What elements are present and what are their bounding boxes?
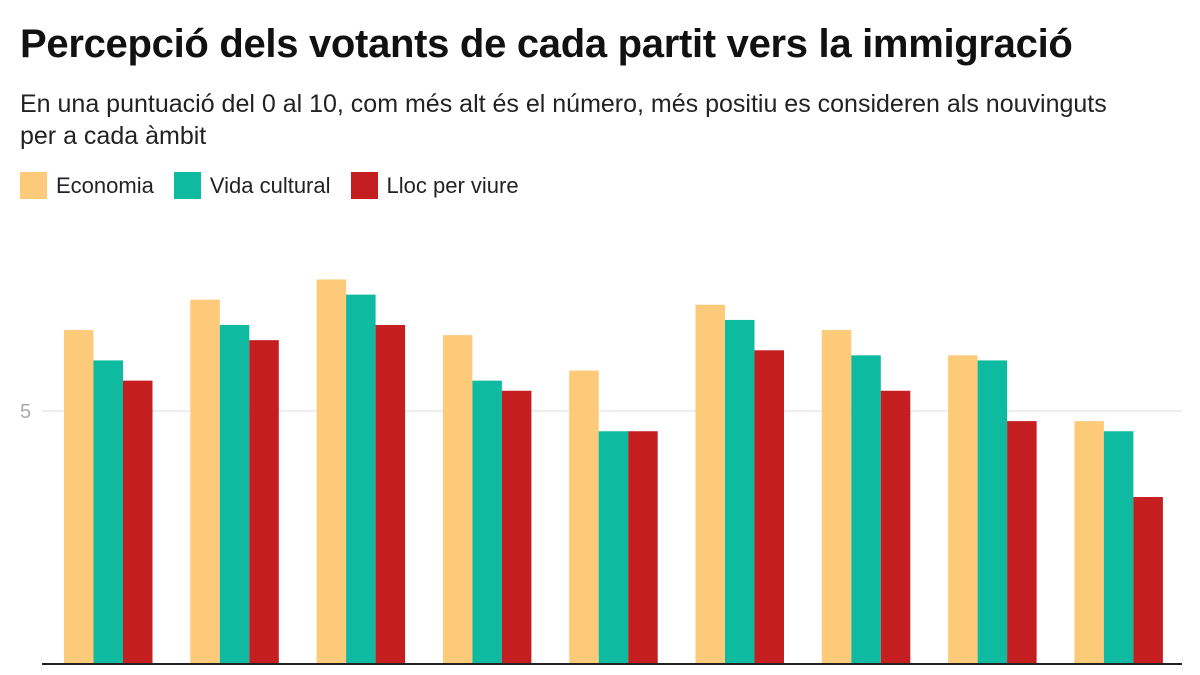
legend-item-vida-cultural: Vida cultural — [173, 172, 331, 199]
legend-swatch-economia — [20, 172, 47, 199]
bar-group-6-series-3 — [754, 350, 784, 664]
bars — [64, 279, 1163, 664]
legend-label-economia: Economia — [56, 172, 154, 198]
bar-group-9-series-2 — [1103, 431, 1134, 664]
bar-group-3-series-3 — [375, 324, 406, 664]
legend-label-lloc-per-viure: Lloc per viure — [386, 172, 519, 198]
bar-group-6-series-2 — [725, 319, 755, 664]
legend-item-economia: Economia — [20, 172, 154, 199]
bar-group-9-series-3 — [1133, 497, 1163, 664]
legend-label-vida-cultural: Vida cultural — [209, 172, 331, 198]
bar-group-9-series-1 — [1074, 421, 1104, 664]
bar-group-2-series-1 — [190, 299, 220, 664]
bar-group-2-series-2 — [219, 324, 250, 664]
bar-group-4-series-1 — [442, 335, 473, 664]
bar-group-8-series-1 — [948, 355, 978, 664]
bar-group-1-series-2 — [93, 360, 123, 664]
bar-group-3-series-2 — [346, 294, 376, 664]
bar-group-1-series-1 — [64, 330, 94, 664]
legend-swatch-lloc-per-viure — [350, 172, 378, 199]
bar-group-8-series-3 — [1007, 421, 1037, 664]
bar-group-5-series-1 — [569, 370, 599, 664]
bar-group-5-series-2 — [598, 431, 629, 664]
bar-group-2-series-3 — [249, 340, 279, 664]
legend: Economia Vida cultural Lloc per viure — [20, 172, 539, 199]
legend-item-lloc-per-viure: Lloc per viure — [350, 172, 519, 199]
bar-group-8-series-2 — [977, 360, 1008, 664]
bar-group-4-series-3 — [501, 390, 532, 664]
legend-swatch-vida-cultural — [173, 172, 201, 199]
bar-group-7-series-3 — [880, 390, 911, 664]
bar-group-7-series-2 — [851, 355, 881, 664]
bar-group-7-series-1 — [821, 330, 852, 664]
bar-group-6-series-1 — [695, 304, 725, 664]
chart-title: Percepció dels votants de cada partit ve… — [20, 22, 1073, 66]
bar-group-1-series-3 — [123, 380, 153, 664]
bar-group-3-series-1 — [316, 279, 347, 664]
bar-group-5-series-3 — [628, 431, 658, 664]
y-tick-label-5: 5 — [20, 401, 31, 423]
chart-subtitle: En una puntuació del 0 al 10, com més al… — [20, 90, 1107, 150]
bar-group-4-series-2 — [472, 380, 502, 664]
